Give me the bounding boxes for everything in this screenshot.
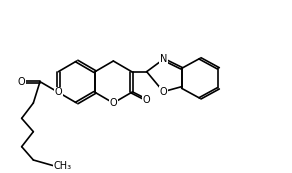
Text: N: N xyxy=(160,54,167,64)
Text: O: O xyxy=(55,87,62,97)
Text: CH₃: CH₃ xyxy=(53,161,72,171)
Text: O: O xyxy=(143,95,150,105)
Text: O: O xyxy=(18,77,25,87)
Text: O: O xyxy=(110,98,117,108)
Text: O: O xyxy=(159,87,167,97)
